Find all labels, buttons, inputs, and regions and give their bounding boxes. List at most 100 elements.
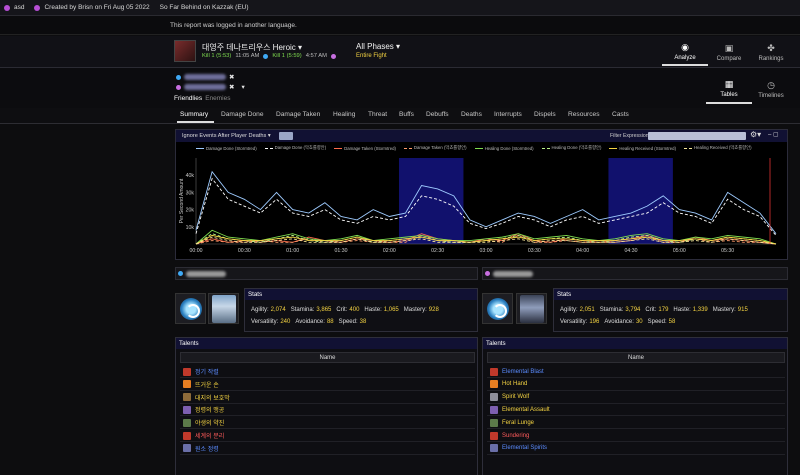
- x-tick-label: 00:00: [190, 248, 203, 254]
- talents-name-column[interactable]: Name: [487, 352, 785, 363]
- talent-row[interactable]: Hot Hand: [487, 379, 785, 391]
- analyze-button[interactable]: ◉ Analyze: [662, 38, 708, 66]
- minimize-icon[interactable]: –: [768, 132, 772, 138]
- filter-expression-input[interactable]: [648, 132, 746, 140]
- legend-item[interactable]: Healing Done (막쵸를향안): [541, 145, 601, 151]
- filter-bar: [0, 68, 800, 108]
- creator-icon: [34, 4, 41, 11]
- friendly-player-1[interactable]: ✖: [176, 73, 234, 81]
- tab-interrupts[interactable]: Interrupts: [494, 111, 522, 118]
- talent-row[interactable]: Feral Lunge: [487, 417, 785, 430]
- kill-2-link[interactable]: Kill 1 (5:59): [272, 53, 302, 59]
- tab-casts[interactable]: Casts: [612, 111, 629, 118]
- elemental-spec-icon: [486, 297, 509, 320]
- stat-label: Agility:: [560, 307, 578, 313]
- legend-label: Damage Taken (막쵸를향안): [413, 145, 467, 150]
- legend-label: Healing Received (막쵸를향안): [694, 145, 752, 150]
- gear-icon[interactable]: ⚙▾: [750, 130, 762, 139]
- remove-icon[interactable]: ✖: [229, 74, 235, 81]
- talent-row[interactable]: 대지의 보호막: [180, 392, 475, 404]
- talents-name-column[interactable]: Name: [180, 352, 475, 363]
- ignore-deaths-dropdown[interactable]: Ignore Events After Player Deaths ▾: [182, 133, 271, 139]
- remove-icon[interactable]: ✖: [229, 84, 235, 91]
- kill-list: Kill 1 (5:53) 11:05 AM Kill 1 (5:59) 4:5…: [202, 53, 336, 59]
- player-2-header[interactable]: [482, 267, 788, 280]
- stats-row-1: Agility: 2,051 Stamina: 3,794 Crit: 179 Haste:…: [560, 307, 748, 313]
- tab-summary[interactable]: Summary: [180, 111, 209, 118]
- tab-damage-done[interactable]: Damage Done: [221, 111, 264, 118]
- tables-button[interactable]: ▦ Tables: [706, 74, 752, 104]
- rankings-button[interactable]: ✤ Rankings: [758, 42, 784, 62]
- tab-threat[interactable]: Threat: [368, 111, 388, 118]
- guild-link[interactable]: So Far Behind on Kazzak (EU): [159, 4, 249, 11]
- legend-item[interactable]: Damage Taken (Stormtred): [334, 145, 396, 151]
- legend-item[interactable]: Healing Received (Stormtred): [609, 145, 676, 151]
- tab-resources[interactable]: Resources: [568, 111, 600, 118]
- legend-swatch: [474, 147, 483, 149]
- compare-button[interactable]: ▣ Compare: [716, 42, 742, 62]
- talent-row[interactable]: Elemental Blast: [487, 366, 785, 378]
- talent-row[interactable]: 정령의 맹공: [180, 404, 475, 417]
- legend-item[interactable]: Healing Received (막쵸를향안): [684, 145, 752, 151]
- legend-item[interactable]: Damage Done (Stormtred): [196, 145, 257, 151]
- language-notice: This report was logged in another langua…: [0, 16, 800, 35]
- legend-item[interactable]: Healing Done (Stormtred): [474, 145, 534, 151]
- kill-1-link[interactable]: Kill 1 (5:53): [202, 53, 232, 59]
- legend-item[interactable]: Damage Taken (막쵸를향안): [403, 145, 467, 151]
- stat-label: Avoidance:: [604, 319, 634, 325]
- talent-row[interactable]: 정기 작렬: [180, 366, 475, 378]
- talent-row[interactable]: Sundering: [487, 430, 785, 442]
- spec-icon-box: [482, 293, 513, 324]
- chevron-down-icon[interactable]: ▾: [241, 84, 245, 91]
- legend-swatch: [609, 147, 618, 149]
- options-button[interactable]: [279, 132, 293, 140]
- maximize-icon[interactable]: ▢: [773, 132, 779, 138]
- player-1-header[interactable]: [175, 267, 478, 280]
- talent-row[interactable]: Spirit Wolf: [487, 392, 785, 404]
- legend-label: Healing Done (Stormtred): [484, 145, 534, 151]
- friendly-player-2[interactable]: ✖ ▾: [176, 83, 245, 91]
- stat-label: Mastery:: [403, 307, 427, 313]
- player-name-redacted: [184, 74, 226, 80]
- character-portrait-box: [208, 293, 239, 324]
- talent-row[interactable]: Elemental Assault: [487, 404, 785, 417]
- timelines-button[interactable]: ◷ Timelines: [758, 79, 784, 99]
- legend-label: Healing Received (Stormtred): [619, 145, 677, 151]
- legend-item[interactable]: Damage Done (막쵸를향안): [264, 145, 326, 151]
- puzzle-icon: ✤: [767, 42, 775, 53]
- class-dot-icon: [263, 53, 269, 59]
- phase-highlight: [399, 158, 464, 244]
- phase-selector[interactable]: All Phases ▾: [356, 42, 401, 51]
- class-dot-icon: [178, 271, 183, 276]
- enemies-toggle[interactable]: Enemies: [205, 95, 231, 102]
- stat-value: 3,794: [625, 307, 641, 313]
- talent-name: 대지의 보호막: [195, 395, 230, 402]
- class-dot-icon: [331, 53, 336, 59]
- talent-row[interactable]: 원소 정령: [180, 443, 475, 455]
- stat-value: 58: [668, 319, 676, 325]
- talent-row[interactable]: 뜨거운 손: [180, 379, 475, 391]
- encounter-selector[interactable]: 대영주 데나트리우스 Heroic ▾: [202, 43, 303, 52]
- talent-name: Spirit Wolf: [502, 394, 530, 401]
- player-2-talents: Talents Name Elemental Blast Hot Hand Spir…: [482, 337, 788, 475]
- stats-row-2: Versatility: 240 Avoidance: 88 Speed: 38: [251, 319, 366, 325]
- talent-name: 세계의 분리: [195, 434, 225, 440]
- tab-debuffs[interactable]: Debuffs: [426, 111, 449, 118]
- talent-row[interactable]: 야생의 약진: [180, 417, 475, 430]
- talent-row[interactable]: Elemental Spirits: [487, 443, 785, 455]
- talent-row[interactable]: 세계의 분리: [180, 430, 475, 442]
- tab-healing[interactable]: Healing: [333, 111, 356, 118]
- series-line: [195, 234, 777, 245]
- tab-damage-taken[interactable]: Damage Taken: [276, 111, 321, 118]
- tab-buffs[interactable]: Buffs: [399, 111, 414, 118]
- user-menu[interactable]: asd: [4, 4, 24, 11]
- window-controls: – ▢: [768, 131, 779, 138]
- tab-dispels[interactable]: Dispels: [534, 111, 556, 118]
- y-tick-label: 30k: [186, 190, 195, 196]
- friendlies-toggle[interactable]: Friendlies: [174, 95, 203, 102]
- talent-icon: [183, 405, 191, 414]
- tab-deaths[interactable]: Deaths: [461, 111, 482, 118]
- stat-label: Versatility:: [560, 319, 588, 325]
- view-tabs: Summary Damage Done Damage Taken Healing…: [0, 108, 800, 124]
